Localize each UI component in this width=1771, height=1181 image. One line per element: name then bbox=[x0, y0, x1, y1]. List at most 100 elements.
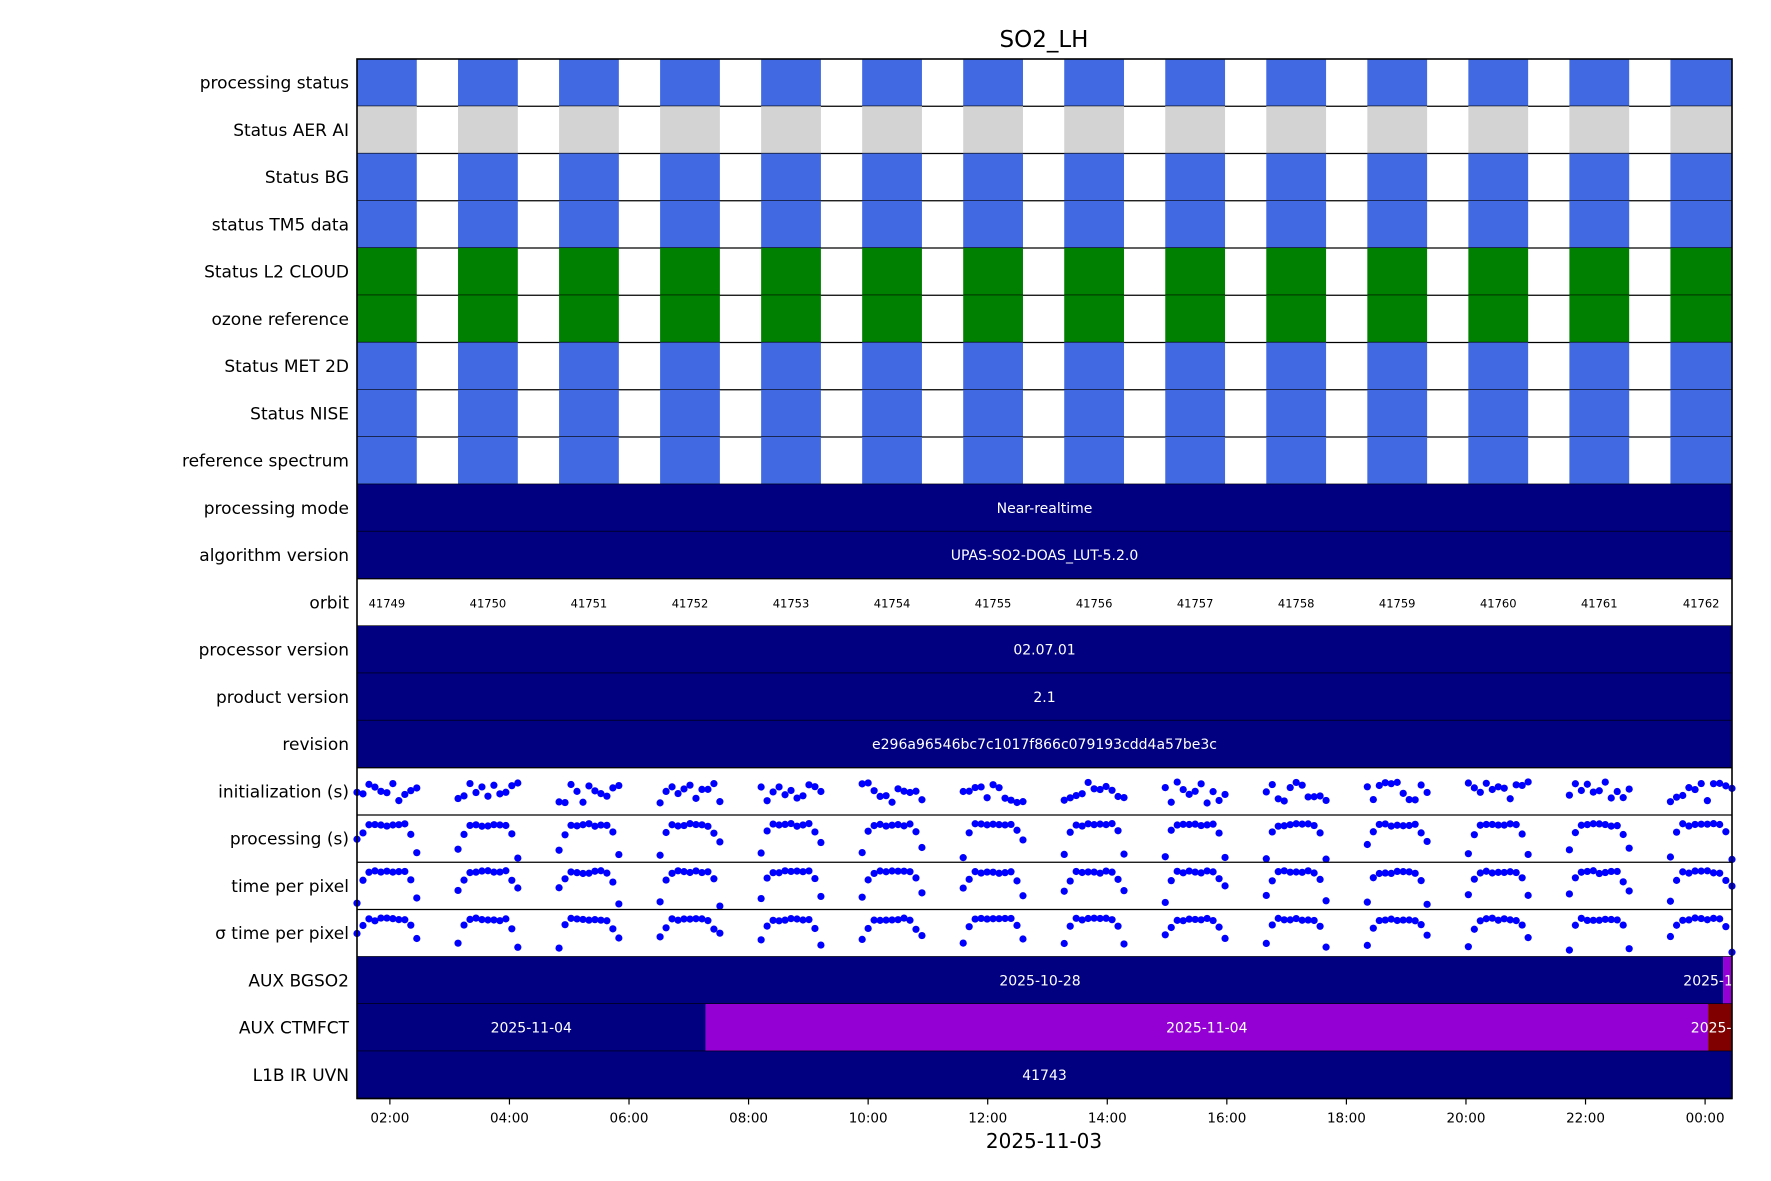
data-point bbox=[965, 829, 973, 837]
granule-cell bbox=[862, 200, 922, 248]
data-point bbox=[1411, 917, 1419, 925]
data-point bbox=[686, 781, 694, 789]
data-point bbox=[1571, 829, 1579, 837]
band-segment bbox=[357, 531, 1732, 579]
data-point bbox=[1506, 868, 1514, 876]
row-1: Status AER AI bbox=[233, 106, 1732, 155]
granule-cell bbox=[357, 342, 417, 390]
data-point bbox=[597, 821, 605, 829]
data-point bbox=[983, 868, 991, 876]
data-point bbox=[1114, 875, 1122, 883]
band-segment bbox=[357, 1004, 706, 1052]
data-point bbox=[1262, 788, 1270, 796]
data-point bbox=[1322, 796, 1330, 805]
data-point bbox=[686, 820, 694, 828]
band-segment bbox=[357, 626, 1732, 674]
row-6: Status MET 2D bbox=[224, 342, 1732, 391]
x-tick-label: 04:00 bbox=[490, 1111, 529, 1127]
data-point bbox=[692, 794, 700, 802]
data-point bbox=[502, 788, 510, 796]
data-point bbox=[799, 821, 807, 829]
data-point bbox=[1013, 921, 1021, 930]
data-point bbox=[508, 830, 516, 838]
data-point bbox=[1672, 876, 1681, 884]
granule-cell bbox=[1468, 295, 1529, 343]
data-point bbox=[1108, 819, 1116, 828]
data-point bbox=[1096, 820, 1104, 828]
granule-cell bbox=[963, 437, 1023, 485]
row-label: Status NISE bbox=[250, 404, 349, 424]
granule-cell bbox=[1064, 295, 1125, 343]
data-point bbox=[1072, 791, 1080, 800]
data-point bbox=[882, 868, 890, 876]
granule-cell bbox=[1165, 295, 1226, 343]
data-point bbox=[1488, 914, 1496, 922]
data-point bbox=[460, 792, 468, 800]
granule-cell bbox=[1367, 153, 1428, 201]
data-point bbox=[1709, 869, 1718, 877]
data-point bbox=[1316, 829, 1324, 837]
data-point bbox=[1298, 868, 1306, 876]
data-point bbox=[1120, 794, 1128, 802]
data-point bbox=[1393, 916, 1401, 925]
data-point bbox=[710, 925, 718, 933]
data-point bbox=[484, 822, 492, 830]
data-point bbox=[407, 921, 415, 929]
data-point bbox=[1072, 867, 1080, 876]
data-point bbox=[769, 916, 777, 924]
data-point bbox=[1167, 923, 1175, 932]
data-point bbox=[888, 821, 896, 829]
granule-cell bbox=[862, 248, 922, 296]
data-point bbox=[1524, 934, 1532, 942]
granule-cell bbox=[458, 437, 518, 485]
data-point bbox=[888, 798, 896, 806]
data-point bbox=[965, 787, 973, 795]
data-point bbox=[1108, 786, 1116, 794]
data-point bbox=[1679, 791, 1687, 800]
data-point bbox=[1292, 820, 1300, 828]
data-point bbox=[1078, 916, 1086, 924]
data-point bbox=[894, 916, 902, 924]
data-point bbox=[407, 876, 415, 884]
data-point bbox=[1512, 821, 1520, 829]
data-point bbox=[478, 916, 486, 924]
data-point bbox=[555, 846, 563, 854]
data-point bbox=[1375, 869, 1383, 878]
data-point bbox=[1114, 922, 1122, 930]
granule-cell bbox=[559, 389, 619, 437]
data-point bbox=[1001, 869, 1009, 877]
data-point bbox=[1571, 874, 1579, 882]
data-point bbox=[1185, 867, 1193, 875]
data-point bbox=[894, 821, 902, 829]
granule-cell bbox=[963, 389, 1023, 437]
granule-cell bbox=[963, 342, 1023, 390]
data-point bbox=[763, 797, 771, 805]
data-point bbox=[1482, 779, 1490, 787]
data-point bbox=[1197, 869, 1205, 877]
data-point bbox=[1304, 793, 1312, 801]
band-segment bbox=[705, 1004, 1709, 1052]
data-point bbox=[502, 821, 510, 830]
data-point bbox=[359, 790, 367, 798]
data-point bbox=[906, 868, 914, 876]
data-point bbox=[1280, 867, 1288, 875]
data-point bbox=[383, 867, 391, 875]
x-axis: 02:00 04:00 06:00 08:00 10:00 12:00 14:00 16:00… bbox=[370, 1098, 1725, 1127]
data-point bbox=[389, 868, 397, 876]
row-13: product version 2.1 bbox=[216, 673, 1732, 722]
data-point bbox=[1697, 820, 1705, 828]
granule-cell bbox=[1266, 342, 1327, 390]
granule-cell bbox=[1468, 59, 1529, 107]
band-segment bbox=[357, 1051, 1732, 1099]
data-point bbox=[454, 845, 462, 853]
data-point bbox=[858, 935, 866, 944]
data-point bbox=[704, 785, 712, 793]
granule-cell bbox=[660, 59, 720, 107]
data-point bbox=[1310, 793, 1318, 801]
data-point bbox=[1007, 868, 1015, 876]
data-point bbox=[1470, 925, 1478, 933]
x-tick-label: 02:00 bbox=[370, 1111, 409, 1127]
data-point bbox=[900, 914, 908, 922]
row-11: orbit 41749 41750 41751 41752 41753 41754 41755… bbox=[309, 593, 1732, 627]
data-point bbox=[805, 867, 813, 875]
